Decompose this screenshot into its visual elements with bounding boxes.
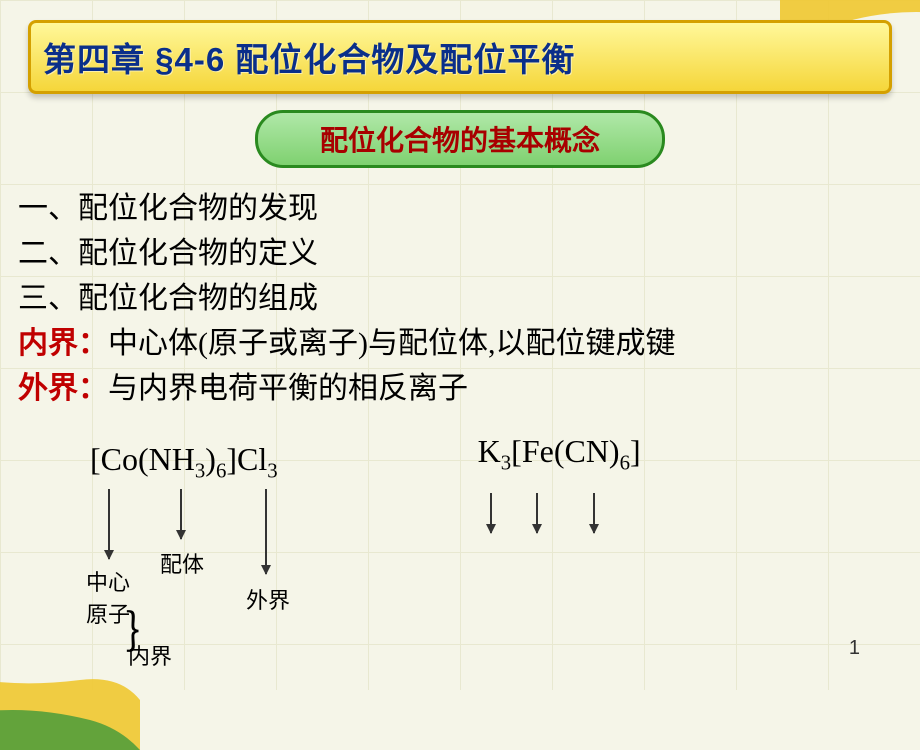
outline-3: 三、配位化合物的组成 — [18, 276, 902, 321]
arrow-f2-3 — [593, 493, 595, 533]
outer-text: 与内界电荷平衡的相反离子 — [108, 372, 468, 405]
f1-p2: ) — [205, 441, 216, 477]
f1-p0: [Co(NH — [90, 441, 195, 477]
f2-p2: [Fe(CN) — [511, 433, 619, 469]
f2-p0: K — [478, 433, 501, 469]
formula-1: [Co(NH3)6]Cl3 中心 原子 配体 外界 ︷ 内界 — [90, 441, 278, 483]
outline-1: 一、配位化合物的发现 — [18, 186, 902, 231]
label-inner-sphere: 内界 — [120, 639, 180, 671]
label-ligand: 配体 — [152, 547, 212, 579]
inner-label: 内界： — [18, 327, 108, 360]
chapter-title: 第四章 §4-6 配位化合物及配位平衡 — [28, 20, 892, 94]
definition-inner: 内界：中心体(原子或离子)与配位体,以配位键成键 — [18, 321, 902, 366]
arrow-ligand — [180, 489, 182, 539]
f2-p3: 6 — [620, 451, 630, 474]
arrow-center-atom — [108, 489, 110, 559]
page-number: 1 — [849, 637, 860, 660]
arrow-f2-2 — [536, 493, 538, 533]
slide-content: 第四章 §4-6 配位化合物及配位平衡 配位化合物的基本概念 一、配位化合物的发… — [0, 0, 920, 483]
inner-text: 中心体(原子或离子)与配位体,以配位键成键 — [108, 327, 675, 360]
section-subtitle: 配位化合物的基本概念 — [255, 110, 665, 168]
definition-outer: 外界：与内界电荷平衡的相反离子 — [18, 366, 902, 411]
body-text: 一、配位化合物的发现 二、配位化合物的定义 三、配位化合物的组成 内界：中心体(… — [10, 186, 910, 411]
f1-p3: 6 — [216, 459, 226, 482]
arrow-outer — [265, 489, 267, 574]
f1-p4: ]Cl — [226, 441, 267, 477]
f2-p4: ] — [630, 433, 641, 469]
f1-p5: 3 — [267, 459, 277, 482]
f2-p1: 3 — [501, 451, 511, 474]
outline-2: 二、配位化合物的定义 — [18, 231, 902, 276]
arrow-f2-1 — [490, 493, 492, 533]
label-outer-sphere: 外界 — [238, 583, 298, 615]
formula-2: K3[Fe(CN)6] — [478, 433, 641, 483]
f1-p1: 3 — [195, 459, 205, 482]
outer-label: 外界： — [18, 372, 108, 405]
formula-row: [Co(NH3)6]Cl3 中心 原子 配体 外界 ︷ 内界 K3[Fe(CN)… — [10, 441, 910, 483]
